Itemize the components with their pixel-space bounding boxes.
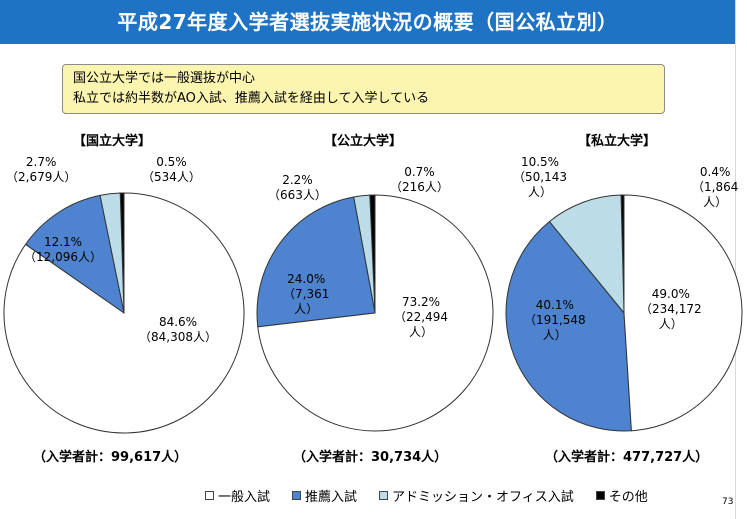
pie-slice-recommendation	[256, 196, 376, 328]
label-national-ao-pct: 2.7%	[25, 155, 57, 169]
legend-swatch-general	[205, 491, 214, 500]
right-margin	[735, 0, 747, 519]
label-private-rec-count: （191,548	[524, 313, 586, 327]
label-private-other-count2: 人）	[703, 195, 728, 209]
label-national-general: 84.6% （84,308人）	[139, 315, 217, 345]
pie-slice-general	[623, 194, 743, 432]
label-national-rec-count: （12,096人）	[24, 250, 102, 264]
label-public-other-count: （216人）	[390, 180, 449, 194]
label-private-general-pct: 49.0%	[651, 287, 690, 301]
pie-slice-recommendation	[505, 220, 632, 432]
chart-title-private: 【私立大学】	[578, 134, 657, 149]
total-national: （入学者計：99,617人）	[33, 450, 188, 465]
legend-label-ao: アドミッション・オフィス入試	[392, 490, 574, 505]
legend-item-recommendation: 推薦入試	[292, 486, 357, 505]
pie-slice-recommendation	[24, 194, 125, 315]
label-national-other-count: （534人）	[142, 170, 201, 184]
label-private-general: 49.0% （234,172 人）	[640, 287, 702, 332]
legend-label-recommendation: 推薦入試	[305, 490, 358, 505]
label-public-rec-count: （7,361	[283, 287, 330, 301]
pie-private	[505, 194, 743, 432]
legend-swatch-other	[595, 491, 605, 500]
total-public: （入学者計：30,734人）	[293, 450, 448, 465]
label-national-rec-pct: 12.1%	[43, 235, 83, 249]
label-private-ao-count2: 人）	[527, 185, 552, 199]
label-national-general-pct: 84.6%	[158, 315, 198, 329]
label-national-ao: 2.7% （2,679人）	[6, 155, 76, 185]
pie-slice-ao	[548, 194, 625, 315]
legend-label-other: その他	[608, 490, 648, 505]
label-private-other: 0.4% （1,864 人）	[692, 165, 738, 210]
legend: 一般入試 推薦入試 アドミッション・オフィス入試 その他	[205, 486, 648, 505]
label-private-general-count2: 人）	[658, 317, 683, 331]
label-national-other: 0.5% （534人）	[142, 155, 201, 185]
label-private-rec-pct: 40.1%	[535, 298, 574, 312]
pie-slice-general	[3, 192, 245, 434]
summary-box: 国公立大学では一般選抜が中心 私立では約半数がAO入試、推薦入試を経由して入学し…	[62, 64, 665, 114]
label-public-general: 73.2% （22,494 人）	[394, 295, 448, 340]
legend-item-general: 一般入試	[205, 486, 270, 505]
summary-line-2: 私立では約半数がAO入試、推薦入試を経由して入学している	[73, 91, 430, 106]
label-public-general-count: （22,494	[394, 310, 448, 324]
legend-item-ao: アドミッション・オフィス入試	[379, 486, 574, 505]
label-public-rec: 24.0% （7,361 人）	[283, 272, 329, 317]
legend-swatch-recommendation	[292, 491, 302, 500]
pie-slice-general	[257, 194, 494, 432]
label-private-ao: 10.5% （50,143 人）	[513, 155, 567, 200]
label-private-ao-count: （50,143	[513, 170, 567, 184]
legend-label-general: 一般入試	[218, 490, 271, 505]
page-title: 平成27年度入学者選抜実施状況の概要（国公私立別）	[117, 10, 618, 34]
label-public-rec-pct: 24.0%	[287, 272, 326, 286]
label-public-other-pct: 0.7%	[404, 165, 435, 179]
label-national-other-pct: 0.5%	[156, 155, 187, 169]
page-number: 73	[722, 497, 734, 507]
label-public-ao-count: （663人）	[268, 188, 327, 202]
label-national-rec: 12.1% （12,096人）	[24, 235, 102, 265]
label-public-other: 0.7% （216人）	[390, 165, 449, 195]
label-private-other-count: （1,864	[692, 180, 739, 194]
label-national-general-count: （84,308人）	[139, 330, 217, 344]
legend-swatch-ao	[379, 491, 389, 500]
summary-line-1: 国公立大学では一般選抜が中心	[73, 71, 256, 86]
label-private-rec: 40.1% （191,548 人）	[524, 298, 586, 343]
label-private-rec-count2: 人）	[542, 328, 567, 342]
label-private-ao-pct: 10.5%	[520, 155, 560, 169]
total-private: （入学者計：477,727人）	[545, 450, 709, 465]
label-public-ao: 2.2% （663人）	[268, 173, 327, 203]
chart-title-public: 【公立大学】	[324, 134, 403, 149]
label-public-general-pct: 73.2%	[401, 295, 441, 309]
legend-item-other: その他	[595, 486, 648, 505]
label-private-other-pct: 0.4%	[699, 165, 731, 179]
label-private-general-count: （234,172	[640, 302, 702, 316]
pie-public	[256, 194, 494, 432]
label-public-rec-count2: 人）	[294, 302, 319, 316]
chart-title-national: 【国立大学】	[73, 134, 152, 149]
label-public-general-count2: 人）	[408, 325, 433, 339]
label-national-ao-count: （2,679人）	[6, 170, 77, 184]
label-public-ao-pct: 2.2%	[282, 173, 313, 187]
title-bar	[0, 0, 735, 44]
pie-national	[3, 192, 245, 434]
